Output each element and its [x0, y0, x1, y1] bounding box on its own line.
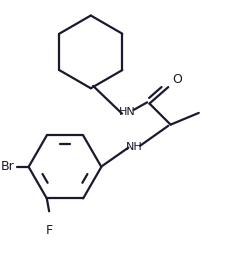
Text: Br: Br	[0, 160, 14, 173]
Text: F: F	[46, 224, 53, 237]
Text: NH: NH	[126, 142, 143, 152]
Text: O: O	[172, 73, 182, 86]
Text: HN: HN	[119, 107, 136, 117]
